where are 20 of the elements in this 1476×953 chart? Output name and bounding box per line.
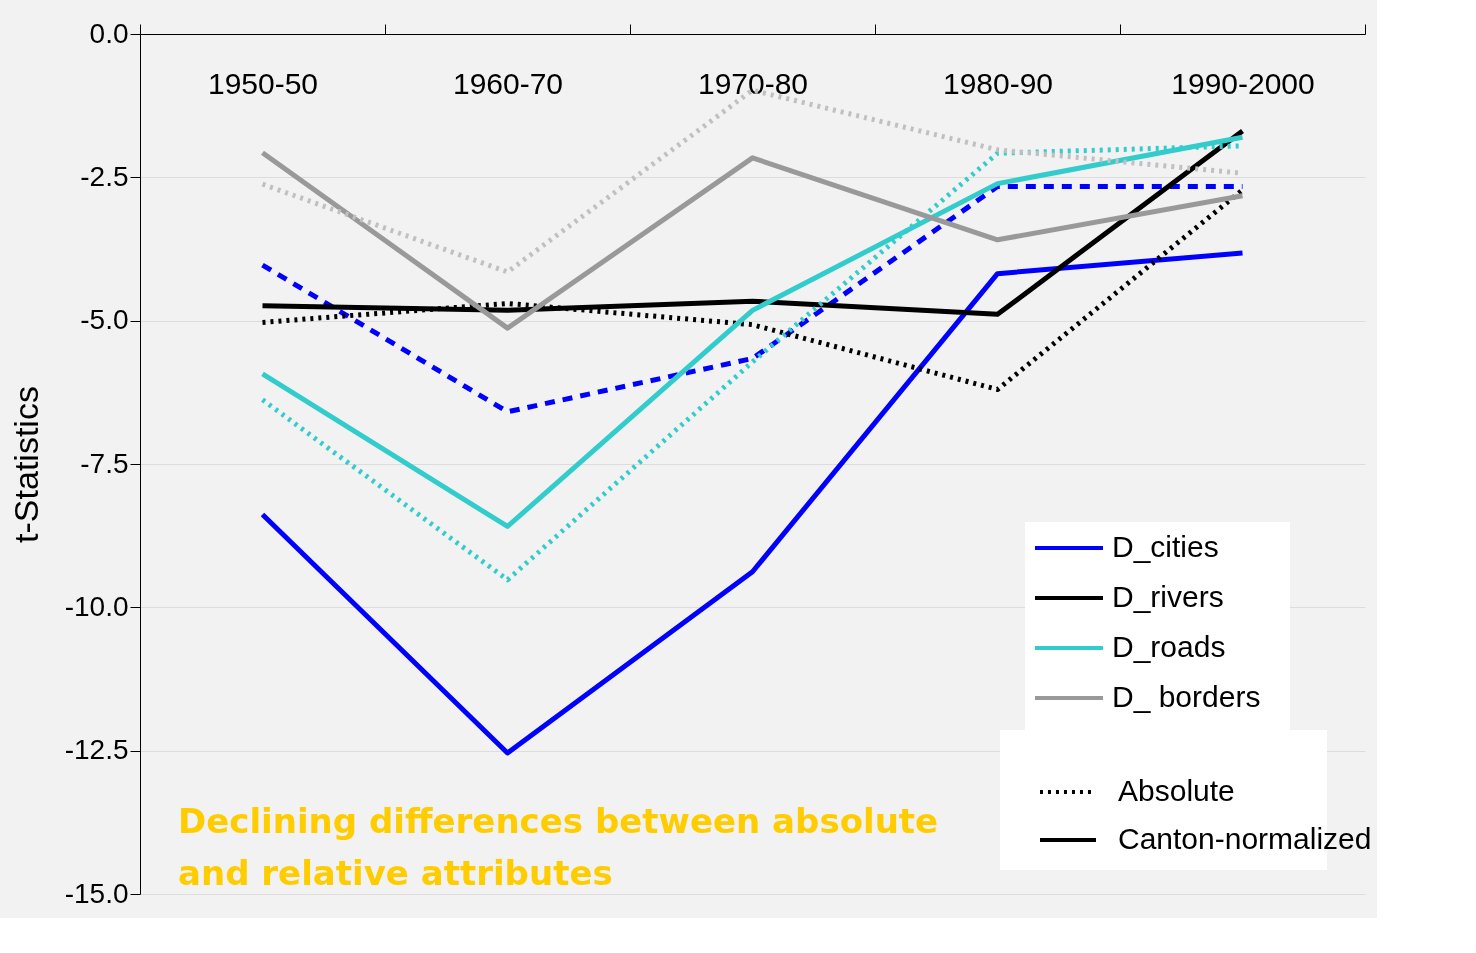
y-tick-label: -15.0 (64, 877, 129, 909)
y-tick-label: -12.5 (64, 734, 129, 766)
legend-label: D_rivers (1112, 580, 1224, 613)
x-tick-label: 1980-90 (942, 66, 1054, 100)
y-axis-title: t-Statistics (6, 386, 45, 543)
legend-label: D_ borders (1112, 680, 1261, 713)
y-tick-label: -5.0 (80, 304, 129, 336)
annotation: Absolute (1118, 774, 1235, 807)
y-tick-label: -7.5 (80, 447, 129, 479)
x-tick-label: 1990-2000 (1171, 66, 1315, 100)
x-tick-label: 1950-50 (207, 66, 319, 100)
legend-label: D_roads (1112, 630, 1226, 663)
y-tick-label: -10.0 (64, 590, 129, 622)
annotation: Canton-normalized (1118, 822, 1372, 855)
annotation: Declining differences between absolute and relative attributes (178, 801, 939, 893)
x-tick-label: 1970-80 (697, 66, 809, 100)
x-tick-label: 1960-70 (452, 66, 564, 100)
legend-label: D_cities (1112, 530, 1219, 563)
y-tick-label: 0.0 (89, 17, 129, 49)
y-tick-label: -2.5 (80, 160, 129, 192)
